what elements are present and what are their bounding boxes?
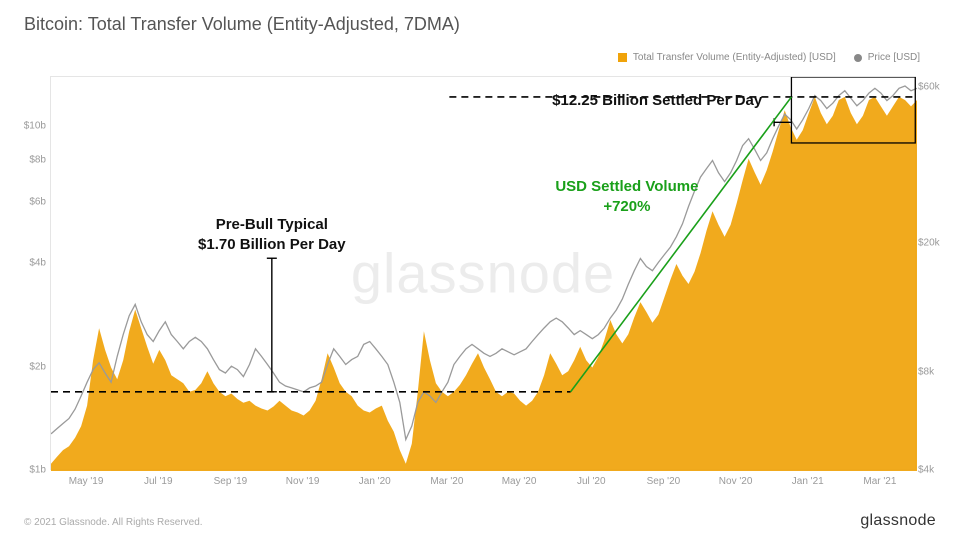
legend-label-price: Price [USD] bbox=[868, 52, 920, 63]
legend: Total Transfer Volume (Entity-Adjusted) … bbox=[618, 52, 920, 63]
annotation-growth-line1: USD Settled Volume bbox=[555, 178, 698, 195]
legend-label-volume: Total Transfer Volume (Entity-Adjusted) … bbox=[633, 52, 836, 63]
y-tick-right: $60k bbox=[918, 82, 948, 93]
x-tick: May '19 bbox=[69, 476, 104, 487]
x-tick: Nov '20 bbox=[719, 476, 753, 487]
legend-item-price: Price [USD] bbox=[854, 52, 920, 63]
x-tick: Mar '20 bbox=[430, 476, 463, 487]
annotation-peak: $12.25 Billion Settled Per Day bbox=[552, 91, 762, 111]
annotation-prebull-line2: $1.70 Billion Per Day bbox=[198, 236, 346, 253]
y-tick-left: $4b bbox=[12, 258, 46, 269]
annotation-growth-line2: +720% bbox=[603, 198, 650, 215]
x-tick: Mar '21 bbox=[863, 476, 896, 487]
chart-svg bbox=[51, 77, 917, 471]
annotation-prebull-line1: Pre-Bull Typical bbox=[216, 216, 328, 233]
y-tick-right: $8k bbox=[918, 367, 948, 378]
y-tick-right: $4k bbox=[918, 465, 948, 476]
y-tick-left: $2b bbox=[12, 361, 46, 372]
y-tick-left: $10b bbox=[12, 121, 46, 132]
x-tick: Jan '20 bbox=[359, 476, 391, 487]
annotation-prebull: Pre-Bull Typical $1.70 Billion Per Day bbox=[198, 215, 346, 256]
x-tick: Sep '20 bbox=[647, 476, 681, 487]
x-tick: Sep '19 bbox=[214, 476, 248, 487]
x-tick: Jul '19 bbox=[144, 476, 173, 487]
y-tick-left: $1b bbox=[12, 465, 46, 476]
footer-copyright: © 2021 Glassnode. All Rights Reserved. bbox=[24, 517, 203, 528]
chart-area: glassnode Pre-Bull Typical $1.70 Billion… bbox=[50, 76, 916, 470]
annotation-growth: USD Settled Volume +720% bbox=[555, 177, 698, 216]
legend-swatch-volume bbox=[618, 53, 627, 62]
chart-title: Bitcoin: Total Transfer Volume (Entity-A… bbox=[24, 14, 460, 35]
legend-swatch-price bbox=[854, 54, 862, 62]
legend-item-volume: Total Transfer Volume (Entity-Adjusted) … bbox=[618, 52, 836, 63]
x-tick: Jan '21 bbox=[792, 476, 824, 487]
brand-logo: glassnode bbox=[860, 512, 936, 530]
x-tick: Nov '19 bbox=[286, 476, 320, 487]
x-tick: Jul '20 bbox=[577, 476, 606, 487]
annotation-peak-text: $12.25 Billion Settled Per Day bbox=[552, 92, 762, 109]
y-tick-left: $6b bbox=[12, 197, 46, 208]
y-tick-right: $20k bbox=[918, 237, 948, 248]
y-tick-left: $8b bbox=[12, 154, 46, 165]
x-tick: May '20 bbox=[502, 476, 537, 487]
